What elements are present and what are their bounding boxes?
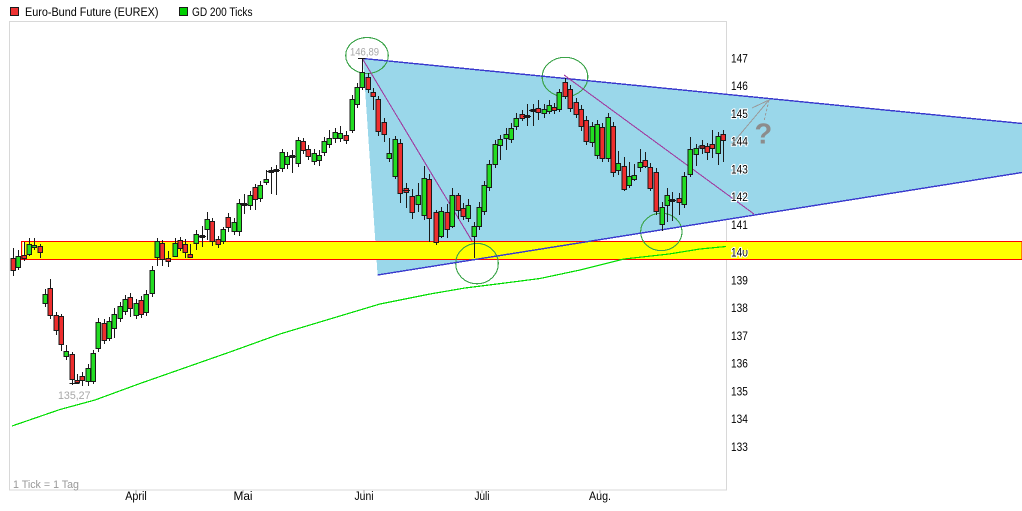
- svg-text:135,27: 135,27: [58, 390, 91, 402]
- svg-text:Aug.: Aug.: [589, 489, 611, 503]
- svg-text:147: 147: [731, 51, 748, 65]
- svg-text:137: 137: [731, 329, 748, 343]
- svg-text:142: 142: [731, 190, 748, 204]
- svg-text:141: 141: [731, 218, 748, 232]
- svg-text:146: 146: [731, 79, 748, 93]
- svg-text:1 Tick = 1 Tag: 1 Tick = 1 Tag: [13, 479, 79, 491]
- svg-text:135: 135: [731, 384, 748, 398]
- svg-text:143: 143: [731, 162, 748, 176]
- svg-text:138: 138: [731, 301, 748, 315]
- svg-text:Juni: Juni: [355, 489, 374, 503]
- svg-text:145: 145: [731, 107, 748, 121]
- svg-text:136: 136: [731, 357, 748, 371]
- svg-text:Euro-Bund Future (EUREX): Euro-Bund Future (EUREX): [25, 5, 159, 19]
- svg-text:Juli: Juli: [475, 489, 490, 503]
- svg-text:April: April: [125, 489, 147, 503]
- svg-text:139: 139: [731, 273, 748, 287]
- svg-text:Mai: Mai: [234, 489, 253, 503]
- svg-text:GD 200 Ticks: GD 200 Ticks: [192, 5, 253, 19]
- svg-text:134: 134: [731, 412, 748, 426]
- svg-text:?: ?: [755, 119, 773, 151]
- svg-text:146,89: 146,89: [350, 47, 379, 59]
- svg-text:133: 133: [731, 440, 748, 454]
